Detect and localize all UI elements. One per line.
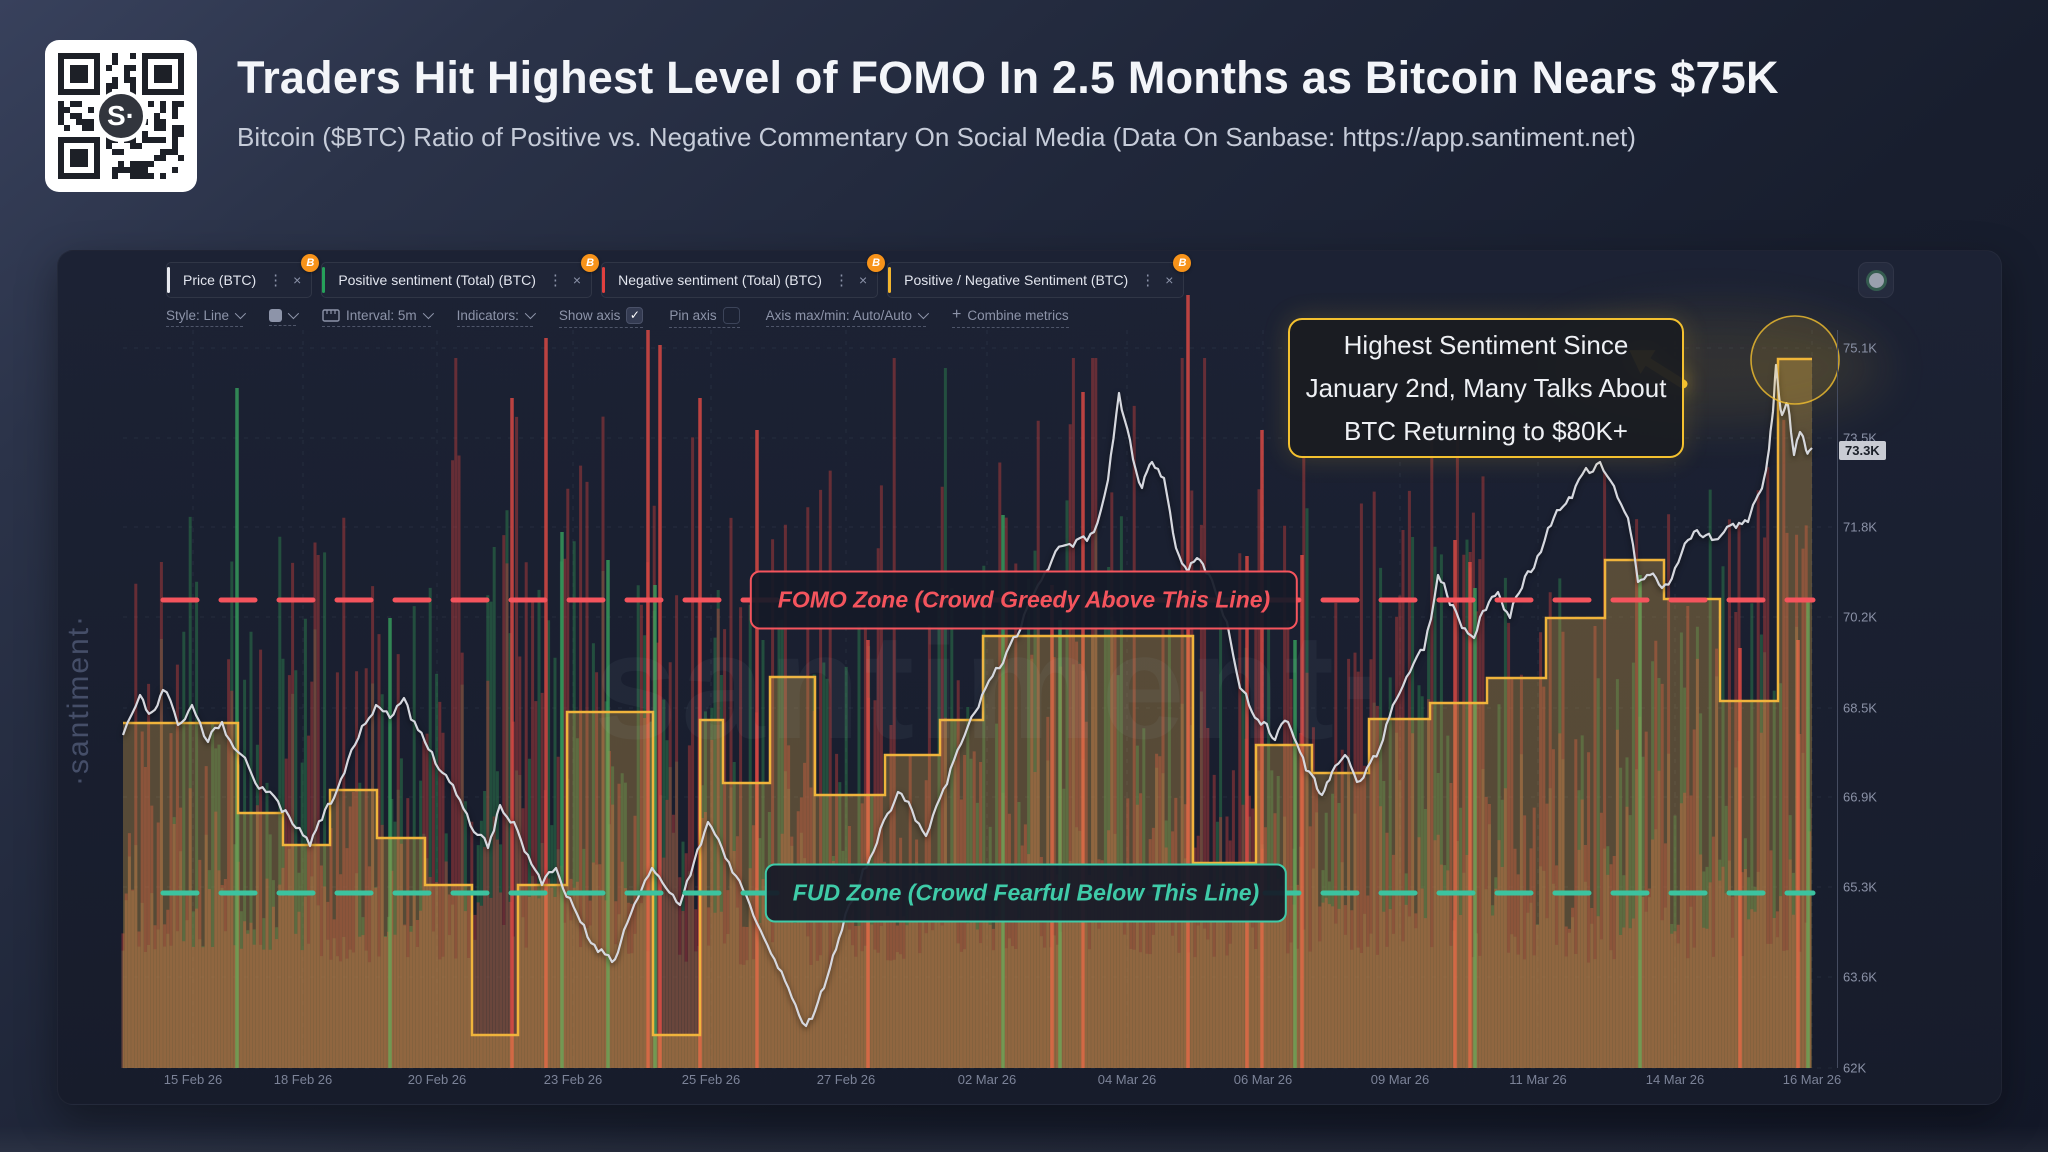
chart-toolbar: Style: Line Interval: 5m Indicators: Sho… [166, 306, 1069, 328]
tab-metric-0[interactable]: Price (BTC) ⋮ × B [166, 254, 320, 298]
x-axis-tick-label: 02 Mar 26 [957, 1072, 1017, 1087]
annotation-callout: Highest Sentiment Since January 2nd, Man… [1288, 318, 1684, 458]
fud-zone-label: FUD Zone (Crowd Fearful Below This Line) [764, 863, 1288, 923]
annotation-line: January 2nd, Many Talks About [1305, 372, 1667, 403]
x-axis-tick-label: 04 Mar 26 [1097, 1072, 1157, 1087]
x-axis-tick-label: 16 Mar 26 [1782, 1072, 1842, 1087]
close-icon[interactable]: × [1165, 272, 1174, 288]
kebab-menu-icon[interactable]: ⋮ [547, 272, 563, 289]
interval-dropdown[interactable]: Interval: 5m [322, 307, 434, 327]
y-axis-tick-label: 71.8K [1843, 519, 1877, 535]
x-axis-tick-label: 23 Feb 26 [543, 1072, 603, 1087]
santiment-vertical-watermark: ·santiment· [62, 613, 95, 787]
kebab-menu-icon[interactable]: ⋮ [268, 272, 284, 289]
indicators-dropdown[interactable]: Indicators: [456, 307, 536, 327]
chevron-down-icon [917, 307, 930, 320]
tab-label: Positive sentiment (Total) (BTC) [338, 272, 536, 288]
santiment-logo: S· [95, 90, 147, 142]
y-axis-tick-label: 63.6K [1843, 969, 1877, 985]
x-axis-tick-label: 20 Feb 26 [407, 1072, 467, 1087]
color-swatch-icon [269, 308, 283, 322]
page-title: Traders Hit Highest Level of FOMO In 2.5… [237, 52, 1779, 103]
plus-icon: + [951, 306, 962, 323]
ruler-icon [322, 308, 340, 322]
annotation-line: Highest Sentiment Since [1343, 329, 1629, 360]
tab-label: Price (BTC) [183, 272, 257, 288]
dot-icon [1868, 272, 1884, 288]
btc-badge-icon: B [867, 254, 886, 272]
close-icon[interactable]: × [572, 272, 582, 288]
kebab-menu-icon[interactable]: ⋮ [833, 272, 849, 289]
y-axis-tick-label: 66.9K [1843, 789, 1877, 805]
x-axis-tick-label: 18 Feb 26 [273, 1072, 333, 1087]
pin-axis-label: Pin axis [669, 307, 717, 323]
indicators-label: Indicators: [456, 307, 519, 323]
page-subtitle: Bitcoin ($BTC) Ratio of Positive vs. Neg… [237, 122, 1636, 152]
current-price-badge: 73.3K [1839, 441, 1886, 460]
y-axis-tick-label: 75.1K [1843, 340, 1877, 356]
x-axis-tick-label: 06 Mar 26 [1233, 1072, 1293, 1087]
qr-code: S· [45, 40, 197, 192]
y-axis-tick-label: 65.3K [1843, 879, 1877, 895]
show-axis-toggle[interactable]: Show axis ✓ [558, 306, 644, 328]
chevron-down-icon [234, 307, 247, 320]
style-dropdown[interactable]: Style: Line [166, 307, 247, 327]
x-axis-tick-label: 25 Feb 26 [681, 1072, 741, 1087]
tab-metric-1[interactable]: Positive sentiment (Total) (BTC) ⋮ × B [321, 254, 600, 298]
show-axis-label: Show axis [558, 307, 621, 323]
tab-metric-3[interactable]: Positive / Negative Sentiment (BTC) ⋮ × B [887, 254, 1192, 298]
y-axis-tick-label: 68.5K [1843, 700, 1877, 716]
axis-maxmin-dropdown[interactable]: Axis max/min: Auto/Auto [765, 307, 930, 327]
combine-metrics-label: Combine metrics [967, 307, 1069, 323]
style-label: Style: Line [166, 307, 230, 323]
color-dropdown[interactable] [269, 307, 300, 326]
y-axis-tick-label: 70.2K [1843, 609, 1877, 625]
y-axis-tick-label: 62K [1843, 1060, 1867, 1076]
tab-accent-bar [602, 267, 606, 293]
x-axis-tick-label: 14 Mar 26 [1645, 1072, 1705, 1087]
chevron-down-icon [524, 307, 536, 320]
chevron-down-icon [287, 307, 300, 320]
panel-action-button[interactable] [1858, 262, 1894, 298]
tab-accent-bar [167, 267, 170, 293]
x-axis-tick-label: 27 Feb 26 [816, 1072, 876, 1087]
tab-metric-2[interactable]: Negative sentiment (Total) (BTC) ⋮ × B [601, 254, 886, 298]
axis-maxmin-label: Axis max/min: Auto/Auto [765, 307, 912, 323]
kebab-menu-icon[interactable]: ⋮ [1140, 272, 1156, 289]
pin-axis-toggle[interactable]: Pin axis [669, 306, 740, 328]
pin-axis-checkbox[interactable] [722, 306, 740, 324]
show-axis-checkbox[interactable]: ✓ [626, 306, 644, 324]
btc-badge-icon: B [581, 254, 600, 272]
metric-tabs: Price (BTC) ⋮ × B Positive sentiment (Total)… [166, 254, 1192, 298]
x-axis-tick-label: 11 Mar 26 [1509, 1072, 1567, 1087]
interval-label: Interval: 5m [346, 307, 417, 323]
tab-accent-bar [888, 267, 892, 293]
tab-accent-bar [322, 267, 326, 293]
btc-badge-icon: B [1173, 254, 1192, 272]
chevron-down-icon [422, 307, 434, 320]
combine-metrics-button[interactable]: + Combine metrics [951, 306, 1069, 328]
btc-badge-icon: B [301, 254, 320, 272]
close-icon[interactable]: × [293, 272, 302, 288]
annotation-line: BTC Returning to $80K+ [1344, 415, 1628, 446]
close-icon[interactable]: × [858, 272, 868, 288]
tab-label: Positive / Negative Sentiment (BTC) [904, 272, 1129, 288]
tab-label: Negative sentiment (Total) (BTC) [618, 272, 822, 288]
x-axis-tick-label: 15 Feb 26 [163, 1072, 223, 1087]
fomo-zone-label: FOMO Zone (Crowd Greedy Above This Line) [749, 570, 1299, 630]
x-axis-tick-label: 09 Mar 26 [1370, 1072, 1430, 1087]
y-axis-line [1837, 330, 1838, 1068]
